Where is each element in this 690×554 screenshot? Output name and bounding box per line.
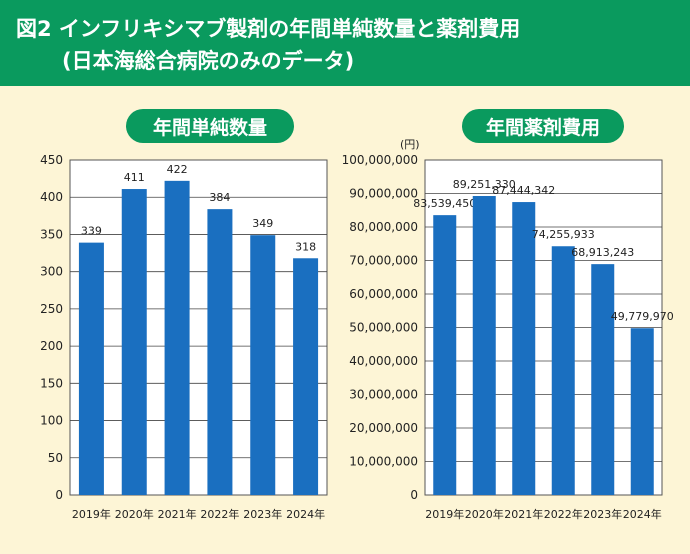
cost-y-tick-label: 0 <box>410 488 418 502</box>
qty-x-tick-label: 2019年 <box>72 507 111 521</box>
qty-y-tick-label: 0 <box>55 488 63 502</box>
qty-bar <box>293 258 319 495</box>
qty-y-tick-label: 250 <box>40 302 63 316</box>
qty-data-label: 349 <box>252 217 273 230</box>
cost-bar <box>551 246 575 495</box>
header-banner: 図2 インフリキシマブ製剤の年間単純数量と薬剤費用 (日本海総合病院のみのデータ… <box>0 0 690 86</box>
qty-data-label: 411 <box>124 171 145 184</box>
cost-x-tick-label: 2022年 <box>544 507 583 521</box>
cost-bar <box>472 196 496 495</box>
qty-y-tick-label: 350 <box>40 227 63 241</box>
cost-bar <box>630 328 654 495</box>
qty-y-tick-label: 50 <box>48 451 63 465</box>
chart-title-cost: 年間薬剤費用 <box>462 109 624 143</box>
qty-x-tick-label: 2021年 <box>158 507 197 521</box>
cost-y-tick-label: 80,000,000 <box>349 220 418 234</box>
qty-data-label: 422 <box>167 163 188 176</box>
figure-subtitle: (日本海総合病院のみのデータ) <box>62 49 355 73</box>
cost-y-tick-label: 100,000,000 <box>342 153 418 167</box>
cost-unit-label: (円) <box>400 138 420 151</box>
cost-bar <box>512 202 536 495</box>
cost-data-label: 74,255,933 <box>532 228 595 241</box>
qty-y-tick-label: 400 <box>40 190 63 204</box>
cost-data-label: 49,779,970 <box>611 310 674 323</box>
cost-x-tick-label: 2020年 <box>465 507 504 521</box>
cost-y-tick-label: 20,000,000 <box>349 421 418 435</box>
cost-x-tick-label: 2021年 <box>504 507 543 521</box>
qty-bar <box>207 209 233 495</box>
cost-data-label: 89,251,330 <box>453 178 516 191</box>
cost-bar <box>433 215 457 496</box>
qty-data-label: 339 <box>81 225 102 238</box>
cost-y-tick-label: 90,000,000 <box>349 187 418 201</box>
chart-title-quantity: 年間単純数量 <box>126 109 294 143</box>
qty-x-tick-label: 2024年 <box>286 507 325 521</box>
qty-bar <box>250 235 276 495</box>
qty-bar <box>121 189 147 496</box>
qty-y-tick-label: 100 <box>40 414 63 428</box>
qty-data-label: 318 <box>295 240 316 253</box>
qty-x-tick-label: 2023年 <box>243 507 282 521</box>
cost-y-tick-label: 30,000,000 <box>349 388 418 402</box>
cost-bar <box>591 264 615 495</box>
cost-y-tick-label: 60,000,000 <box>349 287 418 301</box>
qty-y-tick-label: 150 <box>40 376 63 390</box>
cost-y-tick-label: 40,000,000 <box>349 354 418 368</box>
qty-y-tick-label: 450 <box>40 153 63 167</box>
figure-title: 図2 インフリキシマブ製剤の年間単純数量と薬剤費用 <box>16 17 521 41</box>
cost-x-tick-label: 2024年 <box>623 507 662 521</box>
cost-data-label: 83,539,450 <box>413 197 476 210</box>
qty-bar <box>164 180 190 495</box>
qty-data-label: 384 <box>209 191 230 204</box>
cost-data-label: 68,913,243 <box>571 246 634 259</box>
cost-y-tick-label: 50,000,000 <box>349 321 418 335</box>
cost-data-label: 87,444,342 <box>492 184 555 197</box>
qty-y-tick-label: 300 <box>40 265 63 279</box>
cost-y-tick-label: 70,000,000 <box>349 254 418 268</box>
cost-x-tick-label: 2023年 <box>583 507 622 521</box>
cost-y-tick-label: 10,000,000 <box>349 455 418 469</box>
qty-x-tick-label: 2022年 <box>200 507 239 521</box>
qty-x-tick-label: 2020年 <box>115 507 154 521</box>
qty-y-tick-label: 200 <box>40 339 63 353</box>
qty-plot-area <box>69 159 328 496</box>
qty-bar <box>78 242 104 495</box>
cost-x-tick-label: 2019年 <box>425 507 464 521</box>
